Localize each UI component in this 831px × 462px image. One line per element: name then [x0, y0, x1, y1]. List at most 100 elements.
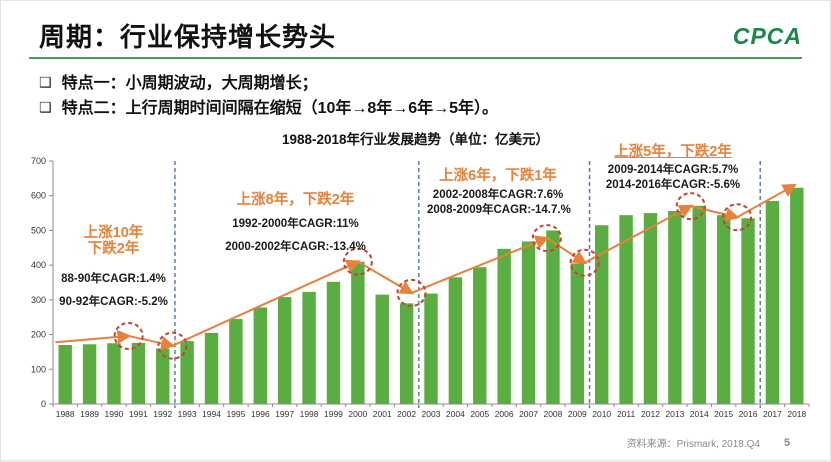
y-tick-label: 600: [31, 191, 46, 201]
x-tick-label: 2000: [348, 409, 367, 419]
cagr-lines: 1992-2000年CAGR:11% 2000-2002年CAGR:-13.4%: [225, 217, 366, 253]
x-tick-label: 2013: [665, 409, 684, 419]
bar-2006: [497, 248, 511, 404]
y-axis-labels: 0 100 200 300 400 500 600 700: [31, 156, 53, 409]
bar-2016: [741, 218, 755, 404]
bullet-item-1: ❑ 特点一：小周期波动，大周期增长；: [39, 69, 318, 93]
y-tick-label: 700: [31, 156, 46, 166]
bar-2008: [546, 230, 560, 404]
bar-1992: [156, 348, 170, 404]
cycle-turning-point-circle: [675, 192, 706, 221]
x-axis-labels: 1988 1989 1990 1991 1992 1993 1994 1995 1996 1997…: [52, 404, 810, 419]
bar-2001: [375, 294, 389, 404]
x-tick-label: 1998: [300, 409, 319, 419]
bar-2005: [473, 267, 487, 404]
x-tick-label: 1993: [178, 409, 197, 419]
y-tick-label: 500: [31, 225, 46, 235]
cpca-logo: CPCA: [732, 23, 802, 49]
bullet-item-2: ❑ 特点二：上行周期时间间隔在缩短（10年→8年→6年→5年）。: [39, 94, 498, 118]
x-tick-label: 2006: [495, 409, 514, 419]
x-tick-label: 1996: [251, 409, 270, 419]
trend-segment: [690, 205, 740, 222]
x-tick-label: 1999: [324, 409, 343, 419]
cycle-turning-point-circle: [342, 247, 373, 276]
square-bullet-icon: ❑: [39, 99, 52, 115]
bullet-text: 特点一：小周期波动，大周期增长；: [61, 75, 318, 92]
x-tick-label: 2007: [519, 409, 538, 419]
bar-2009: [570, 263, 585, 404]
x-tick-label: 2005: [470, 409, 489, 419]
trend-segment: [736, 183, 797, 219]
x-tick-label: 1991: [129, 409, 148, 419]
x-tick-label: 2010: [592, 409, 611, 419]
bar-1999: [326, 281, 341, 404]
square-bullet-icon: ❑: [39, 74, 52, 90]
bar-1994: [204, 332, 219, 404]
cycle-turning-point-circle: [569, 248, 600, 277]
source-note: 资料来源：Prismark, 2018.Q4: [626, 439, 760, 450]
annotation-cycle-4: 上涨5年，下跌2年 2009-2014年CAGR:5.7% 2014-2016年…: [597, 144, 749, 194]
trend-segment: [411, 235, 550, 294]
annotation-cycle-1: 上涨10年 下跌2年 88-90年CAGR:1.4% 90-92年CAGR:-5…: [56, 225, 171, 315]
cycle-turning-point-circle: [722, 203, 753, 232]
bar-1997: [277, 297, 292, 404]
bar-1991: [131, 342, 146, 404]
bar-1993: [180, 341, 194, 404]
bar-1988: [58, 344, 72, 404]
cycle-turning-point-circle: [157, 331, 188, 360]
cycle-label: 上涨10年 下跌2年: [83, 225, 144, 257]
bullet-text: 特点二：上行周期时间间隔在缩短（10年→8年→6年→5年）。: [61, 100, 499, 117]
x-tick-label: 2001: [373, 409, 392, 419]
cycle-turning-point-circle: [396, 278, 427, 307]
x-tick-label: 1989: [80, 409, 99, 419]
x-tick-label: 2003: [422, 409, 441, 419]
cagr-lines: 88-90年CAGR:1.4% 90-92年CAGR:-5.2%: [59, 272, 168, 309]
bar-2000: [351, 261, 365, 404]
x-tick-label: 2012: [641, 409, 660, 419]
y-tick-label: 0: [41, 399, 46, 409]
bar-2003: [424, 293, 438, 404]
bar-2014: [692, 205, 706, 404]
chart-title: 1988-2018年行业发展趋势（单位：亿美元）: [281, 132, 550, 147]
x-tick-label: 1990: [105, 409, 124, 419]
x-tick-label: 1992: [153, 409, 172, 419]
bar-1998: [302, 291, 316, 404]
y-tick-label: 400: [31, 260, 46, 270]
cagr-lines: 2009-2014年CAGR:5.7% 2014-2016年CAGR:-5.6%: [605, 163, 741, 192]
x-tick-label: 2015: [714, 409, 733, 419]
x-tick-label: 2016: [739, 409, 758, 419]
y-tick-label: 200: [31, 330, 46, 340]
page-title: 周期：行业保持增长势头: [39, 22, 337, 52]
x-tick-label: 2004: [446, 409, 465, 419]
bar-1996: [253, 307, 267, 404]
annotation-cycle-2: 上涨8年，下跌2年 1992-2000年CAGR:11% 2000-2002年C…: [223, 192, 368, 259]
x-tick-label: 1988: [56, 409, 75, 419]
trend-segment: [128, 334, 176, 351]
title-divider: [29, 57, 802, 59]
x-tick-label: 2002: [397, 409, 416, 419]
bar-2004: [448, 277, 463, 404]
bars-group: [58, 187, 804, 404]
x-tick-label: 1995: [226, 409, 245, 419]
x-tick-label: 2014: [690, 409, 709, 419]
bar-2007: [521, 241, 536, 404]
bar-2002: [399, 303, 414, 404]
trend-segment: [55, 329, 132, 344]
trend-segment: [172, 259, 361, 347]
bar-1989: [82, 344, 97, 404]
bar-2013: [668, 210, 682, 404]
x-tick-label: 1994: [202, 409, 221, 419]
trend-segment: [584, 204, 694, 264]
trend-segment: [546, 237, 587, 265]
bar-2018: [790, 187, 804, 404]
bar-2012: [643, 213, 658, 404]
bar-1990: [107, 343, 121, 404]
y-tick-label: 300: [31, 295, 46, 305]
annotation-cycle-3: 上涨6年，下跌1年 2002-2008年CAGR:7.6% 2008-2009年…: [427, 168, 571, 218]
cycle-turning-point-circle: [531, 224, 562, 253]
x-tick-label: 2018: [787, 409, 806, 419]
bar-2017: [765, 200, 780, 404]
bar-2010: [595, 225, 609, 404]
